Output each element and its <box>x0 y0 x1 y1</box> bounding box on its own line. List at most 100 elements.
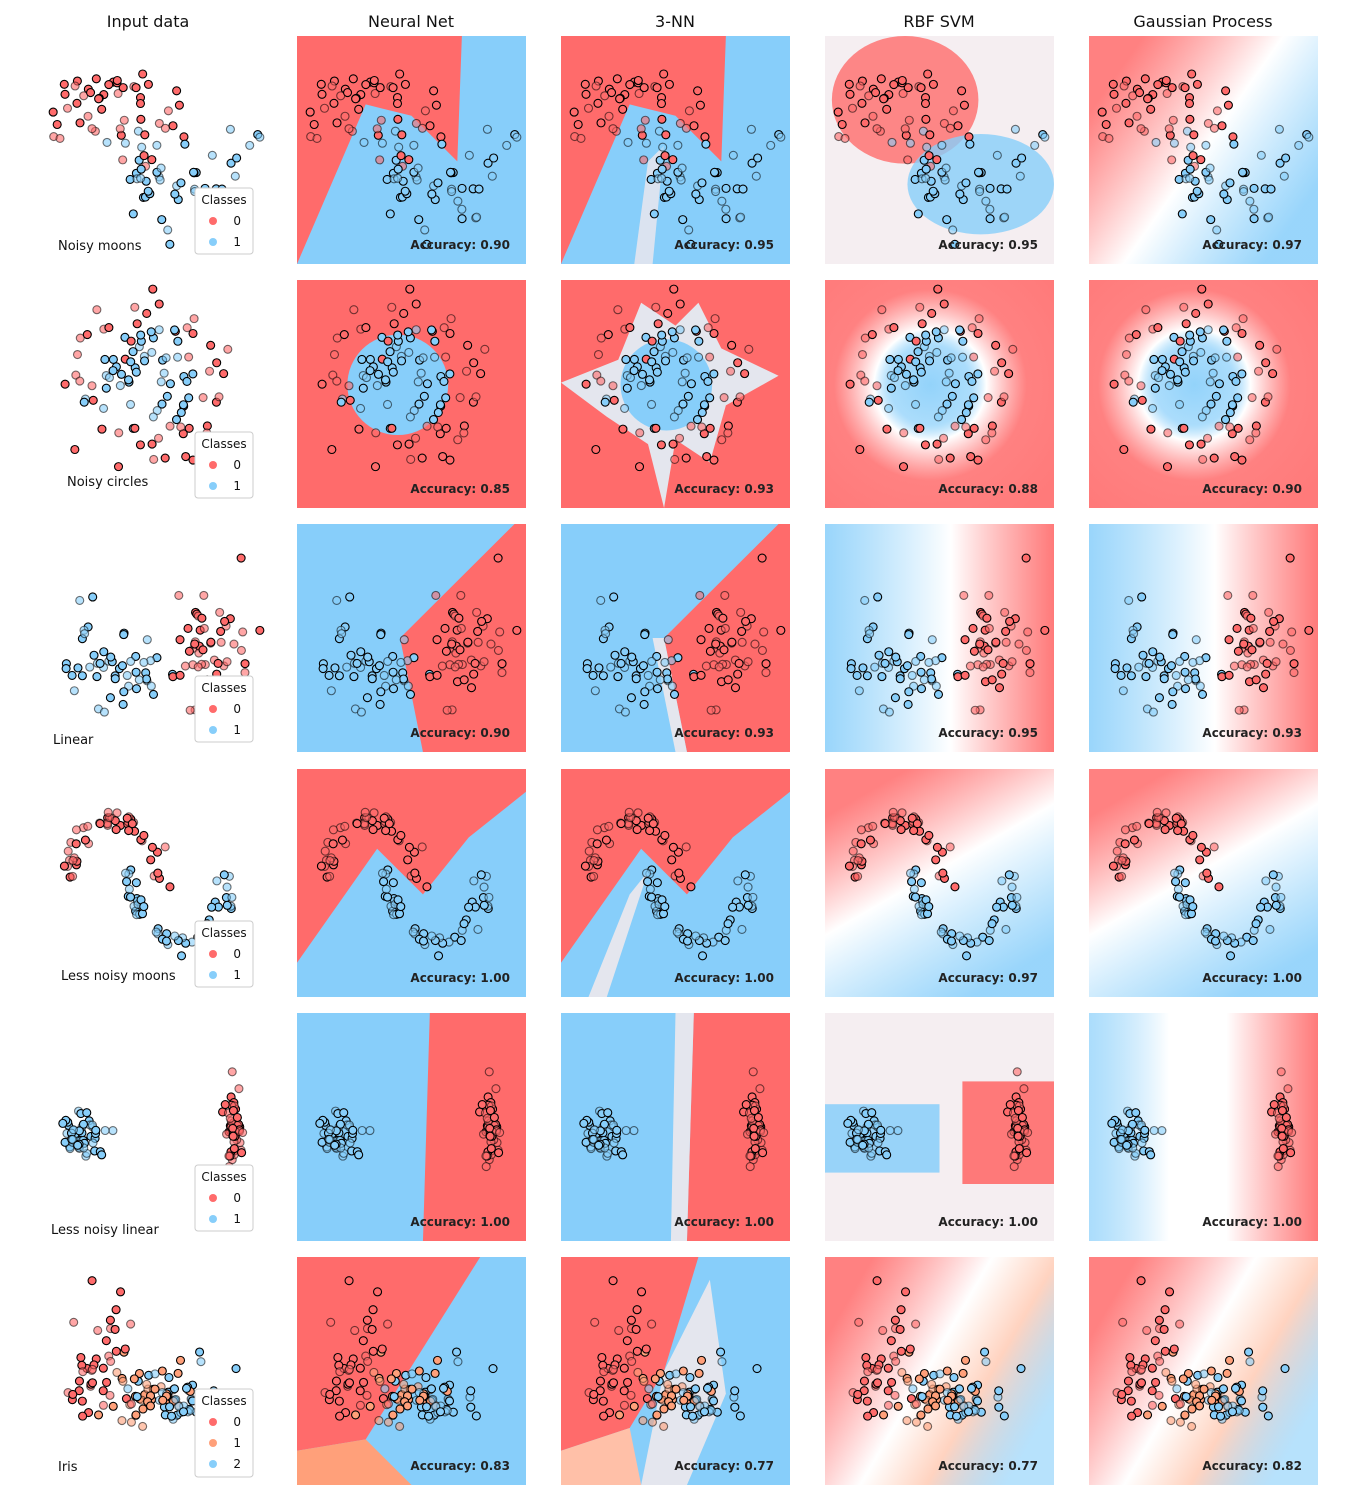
data-point <box>692 415 703 425</box>
data-point <box>1157 354 1167 365</box>
scatter-points <box>63 1276 241 1431</box>
data-point <box>339 1108 349 1118</box>
data-point <box>682 353 692 363</box>
data-point <box>411 325 421 335</box>
data-point <box>1137 592 1147 602</box>
data-point <box>746 124 756 134</box>
data-point <box>1207 1395 1217 1405</box>
column-title: RBF SVM <box>903 12 974 31</box>
data-point <box>1222 352 1232 362</box>
data-point <box>618 104 628 114</box>
decision-region <box>297 1439 412 1485</box>
data-point <box>664 79 674 89</box>
data-point <box>1118 686 1128 696</box>
data-point <box>1245 196 1255 206</box>
data-point <box>975 639 985 649</box>
data-point <box>1161 1367 1171 1378</box>
data-point <box>931 681 941 691</box>
data-point <box>1239 186 1249 197</box>
data-point <box>193 662 203 672</box>
data-point <box>902 661 913 671</box>
data-point <box>445 328 455 339</box>
legend-marker <box>209 1439 217 1447</box>
data-point <box>1117 1125 1127 1135</box>
data-point <box>1266 184 1276 194</box>
data-point <box>733 669 743 679</box>
data-point <box>372 1287 383 1297</box>
data-point <box>432 670 442 680</box>
data-point <box>374 1416 384 1426</box>
data-point <box>438 1383 449 1393</box>
data-point <box>199 590 209 600</box>
data-point <box>757 645 767 655</box>
data-point <box>924 830 934 840</box>
data-point <box>651 423 661 433</box>
data-point <box>1009 1162 1019 1172</box>
data-point <box>921 173 931 183</box>
data-point <box>1289 668 1299 678</box>
accuracy-label: Accuracy: 1.00 <box>410 1215 510 1229</box>
data-point <box>627 652 637 662</box>
data-point <box>255 625 265 635</box>
data-point <box>70 81 80 91</box>
data-point <box>92 305 102 315</box>
data-point <box>132 1392 142 1402</box>
data-point <box>643 670 653 681</box>
data-point <box>1255 637 1265 647</box>
data-point <box>1185 173 1195 183</box>
data-point <box>491 1084 501 1094</box>
data-point <box>440 623 450 633</box>
data-point <box>502 140 512 150</box>
data-point <box>225 124 235 134</box>
data-point <box>176 422 186 432</box>
data-point <box>1118 1317 1128 1327</box>
data-point <box>464 150 474 160</box>
data-point <box>1197 689 1208 699</box>
data-point <box>399 635 409 645</box>
data-point <box>1171 813 1181 823</box>
data-point <box>1263 1411 1273 1421</box>
data-point <box>98 1363 108 1373</box>
data-point <box>868 111 878 121</box>
legend-marker <box>209 1215 217 1223</box>
data-point <box>727 637 737 647</box>
data-point <box>163 225 173 235</box>
data-point <box>350 1410 361 1420</box>
data-point <box>1289 659 1299 669</box>
data-point <box>104 79 114 90</box>
data-point <box>405 689 416 699</box>
data-point <box>95 819 105 829</box>
data-point <box>641 868 652 878</box>
data-point <box>1165 369 1176 379</box>
data-point <box>124 884 134 894</box>
data-point <box>696 1355 707 1365</box>
data-point <box>119 630 129 640</box>
data-point <box>181 451 191 462</box>
data-point <box>178 1407 189 1417</box>
data-point <box>1229 139 1239 149</box>
data-point <box>647 1417 657 1427</box>
decision-boundary <box>297 524 526 752</box>
data-point <box>419 391 429 401</box>
data-point <box>1129 629 1139 639</box>
data-point <box>992 902 1002 912</box>
data-point <box>1214 882 1224 892</box>
data-point <box>1000 212 1010 222</box>
data-point <box>893 1126 903 1136</box>
data-point <box>1294 140 1304 150</box>
data-point <box>647 1399 657 1409</box>
data-point <box>641 138 651 148</box>
data-point <box>1271 882 1281 892</box>
data-point <box>362 1315 372 1325</box>
data-point <box>684 225 694 235</box>
decision-boundary <box>1089 280 1318 508</box>
data-point <box>97 424 107 434</box>
data-point <box>1153 373 1164 383</box>
data-point <box>142 635 152 645</box>
data-point <box>236 645 246 655</box>
data-point <box>236 553 246 563</box>
data-point <box>172 86 182 96</box>
data-point <box>227 1067 237 1077</box>
data-point <box>880 658 890 668</box>
